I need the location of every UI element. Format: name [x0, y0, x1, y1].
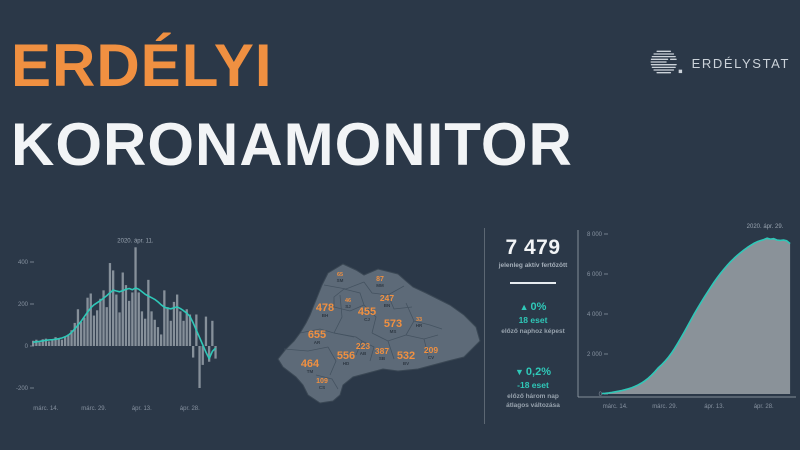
county-value-ms: 573 — [384, 318, 402, 330]
county-value-ar: 655 — [308, 329, 326, 341]
county-value-ab: 223 — [356, 341, 370, 351]
county-code-ms: MS — [390, 329, 397, 334]
map-panel: 65 SM 87 MM 46 SJ 247 BN 478 BH 455 CJ 573 MS 33 HR 655 A… — [276, 245, 488, 413]
erdelystat-logo: ERDÉLYSTAT — [650, 42, 790, 82]
county-value-bv: 532 — [397, 350, 415, 362]
svg-text:200: 200 — [18, 302, 29, 308]
up-triangle-icon: ▲ — [519, 302, 529, 312]
page-title-line1: ERDÉLYI — [11, 32, 273, 99]
county-code-cv: CV — [428, 355, 434, 360]
county-value-tm: 464 — [301, 358, 320, 370]
svg-text:6 000: 6 000 — [587, 272, 603, 278]
three-day-change-percent: 0,2% — [525, 365, 551, 378]
county-code-bh: BH — [322, 313, 329, 318]
svg-text:2020. ápr. 11.: 2020. ápr. 11. — [117, 238, 154, 244]
svg-text:ápr. 13.: ápr. 13. — [132, 406, 152, 412]
down-triangle-icon: ▼ — [515, 366, 524, 377]
page-title-line2: KORONAMONITOR — [11, 111, 573, 178]
three-day-change-block: ▼ 0,2% -18 eset előző három nap átlagos v… — [485, 366, 581, 411]
county-code-sm: SM — [337, 278, 344, 283]
logo-dot — [678, 69, 683, 74]
svg-text:márc. 29.: márc. 29. — [81, 406, 106, 412]
svg-text:4 000: 4 000 — [587, 312, 603, 318]
county-code-bv: BV — [403, 361, 409, 366]
county-value-bh: 478 — [316, 302, 334, 314]
county-value-sj: 46 — [345, 298, 351, 304]
three-day-change-cases: -18 eset — [517, 379, 549, 390]
county-code-tm: TM — [307, 369, 314, 374]
county-code-sb: SB — [379, 356, 386, 361]
county-code-ar: AR — [314, 340, 321, 345]
svg-text:8 000: 8 000 — [587, 232, 603, 238]
active-cases-label: jelenleg aktív fertőzött — [498, 262, 568, 269]
svg-text:2 000: 2 000 — [587, 352, 603, 358]
cumulative-chart-panel: 8 000 6 000 4 000 2 000 0 márc. 14. márc. 29. á… — [572, 212, 800, 427]
county-value-hd: 556 — [337, 350, 355, 362]
daily-change-cases: 18 eset — [518, 315, 548, 325]
svg-text:márc. 14.: márc. 14. — [603, 404, 628, 410]
daily-change-caption: előző naphoz képest — [501, 328, 565, 335]
county-code-sj: SJ — [345, 304, 351, 309]
county-code-ab: AB — [360, 351, 367, 356]
svg-text:ápr. 28.: ápr. 28. — [754, 404, 774, 410]
svg-text:márc. 29.: márc. 29. — [652, 404, 677, 410]
county-value-sb: 387 — [375, 346, 389, 356]
county-code-cj: CJ — [364, 317, 370, 322]
county-code-hd: HD — [343, 361, 350, 366]
county-value-cs: 109 — [316, 378, 328, 385]
daily-cases-chart-panel: 400 200 0 -200 márc. 14. márc. 29. ápr. 13. ápr… — [5, 218, 255, 423]
county-code-bn: BN — [384, 303, 391, 308]
logo-text: ERDÉLYSTAT — [691, 55, 790, 71]
daily-change-block: ▲ 0% 18 eset előző naphoz képest — [485, 301, 581, 337]
county-value-hr: 33 — [416, 317, 422, 323]
svg-text:márc. 14.: márc. 14. — [33, 406, 58, 412]
svg-text:ápr. 13.: ápr. 13. — [704, 404, 724, 410]
svg-text:0: 0 — [25, 344, 29, 350]
active-cases-value: 7 479 — [505, 236, 561, 259]
svg-text:0: 0 — [599, 392, 603, 398]
striped-globe-e-icon — [650, 50, 683, 74]
county-value-sm: 65 — [337, 272, 343, 278]
stats-divider — [510, 282, 556, 284]
transylvania-outline — [277, 263, 481, 404]
county-code-hr: HR — [416, 323, 423, 328]
county-code-mm: MM — [376, 283, 384, 288]
svg-text:ápr. 28.: ápr. 28. — [180, 406, 200, 412]
county-value-bn: 247 — [380, 293, 394, 303]
three-day-change-caption: előző három nap átlagos változása — [506, 392, 560, 409]
county-value-cj: 455 — [358, 306, 376, 318]
county-borders — [283, 281, 443, 390]
svg-text:-200: -200 — [16, 386, 29, 392]
active-cases-stats-panel: 7 479 jelenleg aktív fertőzött ▲ 0% 18 es… — [484, 228, 581, 424]
svg-text:2020. ápr. 29.: 2020. ápr. 29. — [747, 224, 784, 230]
county-code-cs: CS — [319, 385, 325, 390]
county-value-cv: 209 — [424, 345, 438, 355]
svg-text:400: 400 — [18, 260, 29, 266]
daily-chart-svg: 400 200 0 -200 márc. 14. márc. 29. ápr. 13. ápr… — [16, 238, 217, 412]
daily-change-percent: 0% — [530, 301, 547, 313]
county-value-mm: 87 — [376, 276, 384, 283]
